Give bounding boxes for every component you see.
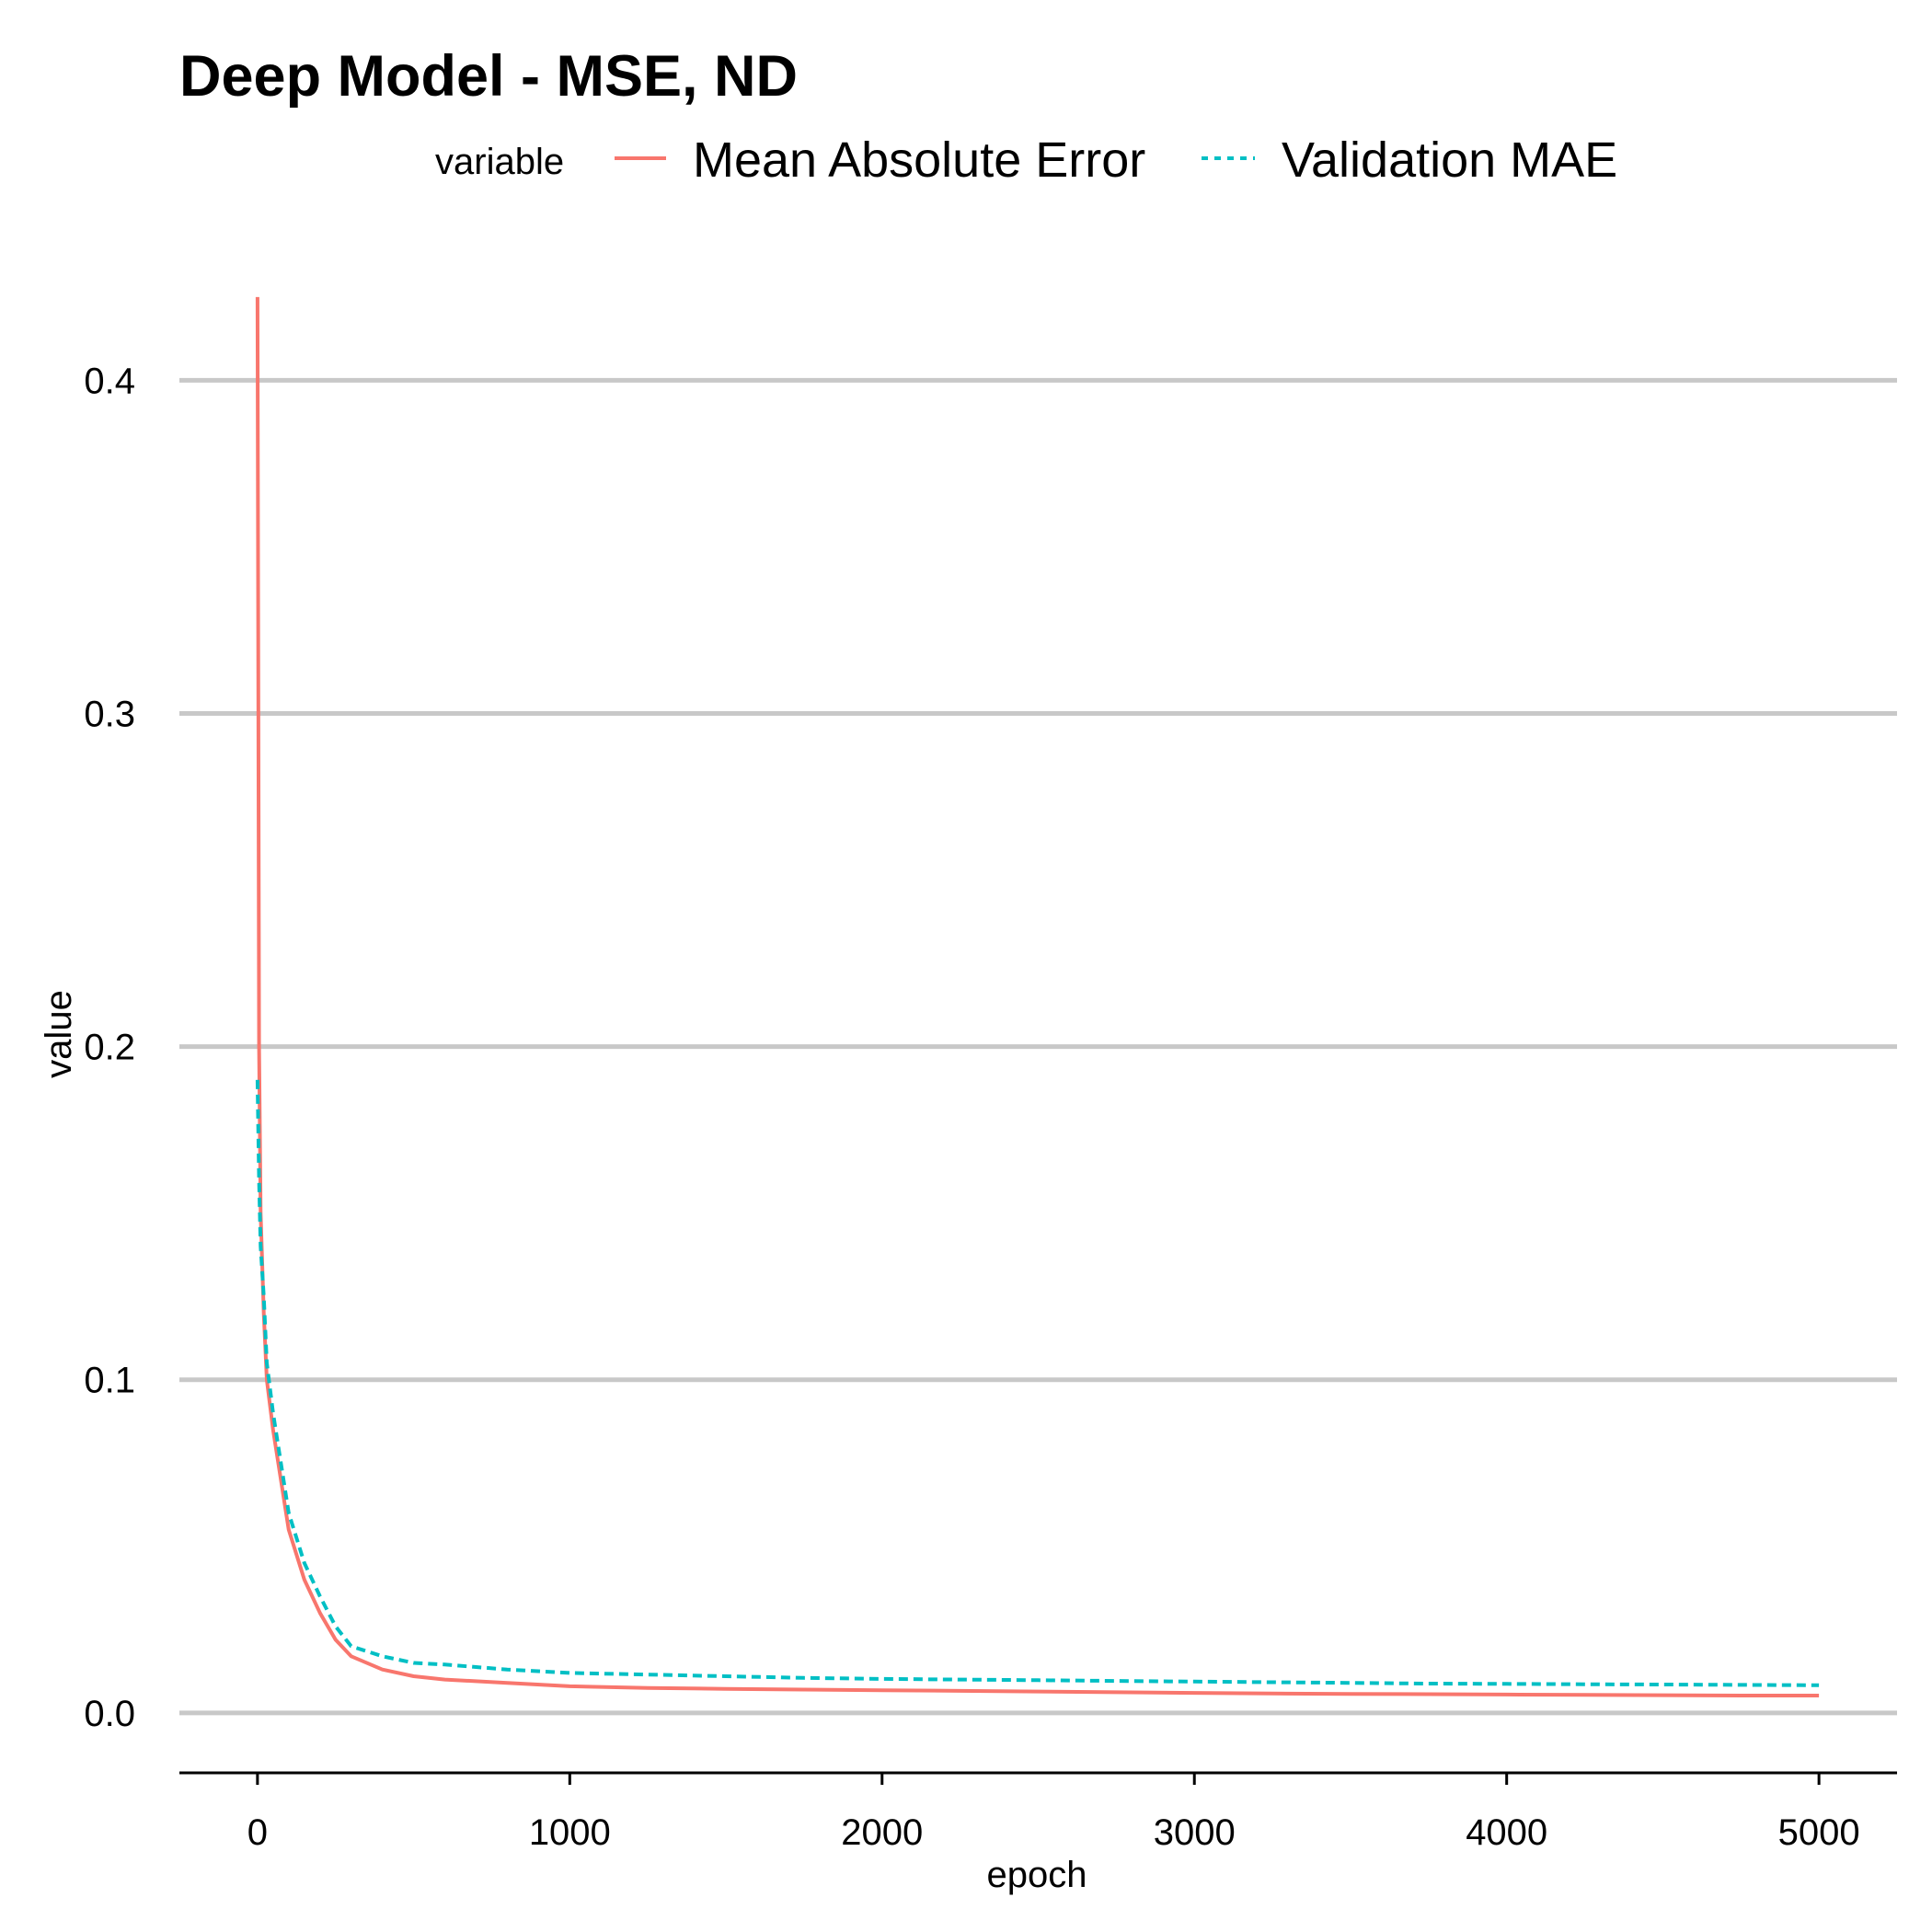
series-line-mean-absolute-error [255,296,1820,1697]
y-tick-label: 0.3 [84,694,135,734]
series-line-validation-mae [255,1079,1820,1687]
y-axis-ticks: 0.0 0.1 0.2 0.3 0.4 [84,361,135,1733]
plot-area [255,296,1820,1697]
legend-label-mean-absolute-error: Mean Absolute Error [693,132,1145,188]
gridlines [179,377,1897,1716]
y-axis-title: value [39,990,79,1078]
x-axis-ticks: 0 1000 2000 3000 4000 5000 [247,1773,1860,1853]
y-tick-label: 0.4 [84,361,135,401]
x-tick-label: 0 [247,1812,268,1853]
x-tick-label: 1000 [529,1812,611,1853]
chart-title: Deep Model - MSE, ND [179,44,798,109]
x-tick-label: 5000 [1778,1812,1860,1853]
legend-label-validation-mae: Validation MAE [1282,132,1617,188]
x-tick-label: 2000 [841,1812,923,1853]
y-tick-label: 0.2 [84,1028,135,1068]
legend: variable Mean Absolute Error Validation … [435,132,1617,188]
x-tick-label: 4000 [1466,1812,1547,1853]
y-tick-label: 0.1 [84,1361,135,1401]
y-tick-label: 0.0 [84,1694,135,1734]
x-tick-label: 3000 [1154,1812,1236,1853]
legend-title: variable [435,142,564,182]
x-axis-title: epoch [987,1855,1087,1895]
